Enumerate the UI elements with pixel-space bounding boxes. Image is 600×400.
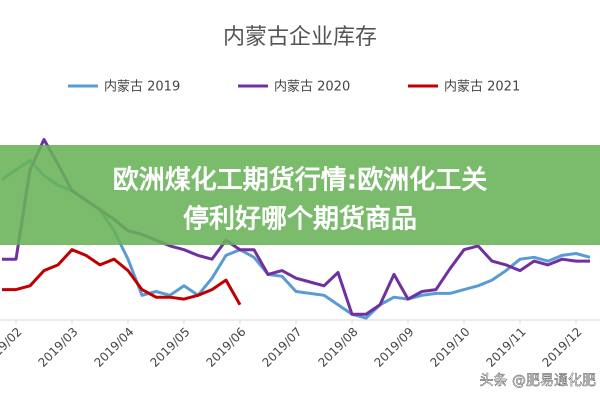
x-tick-label: 2019/02 [0,325,25,370]
x-tick-label: 2019/04 [91,325,136,370]
x-tick-label: 2019/10 [427,325,472,370]
banner-line: 欧洲煤化工期货行情:欧洲化工关 [113,165,487,196]
x-tick-label: 2019/05 [147,325,192,370]
x-tick-label: 2019/08 [315,325,360,370]
series-line [2,248,242,306]
legend-label: 内蒙古 2021 [444,79,520,95]
legend-label: 内蒙古 2020 [274,79,350,95]
x-tick-label: 2019/11 [483,325,528,370]
banner [0,145,600,245]
chart-title: 内蒙古企业库存 [223,25,377,50]
watermark: 头条 @肥易通化肥 [480,372,596,389]
banner-line: 停利好哪个期货商品 [183,204,417,235]
x-tick-label: 2019/06 [203,325,248,370]
x-tick-label: 2019/12 [539,325,584,370]
x-tick-label: 2019/09 [371,325,416,370]
legend-label: 内蒙古 2019 [104,79,180,95]
x-tick-label: 2019/07 [259,325,304,370]
x-tick-label: 2019/03 [35,325,80,370]
